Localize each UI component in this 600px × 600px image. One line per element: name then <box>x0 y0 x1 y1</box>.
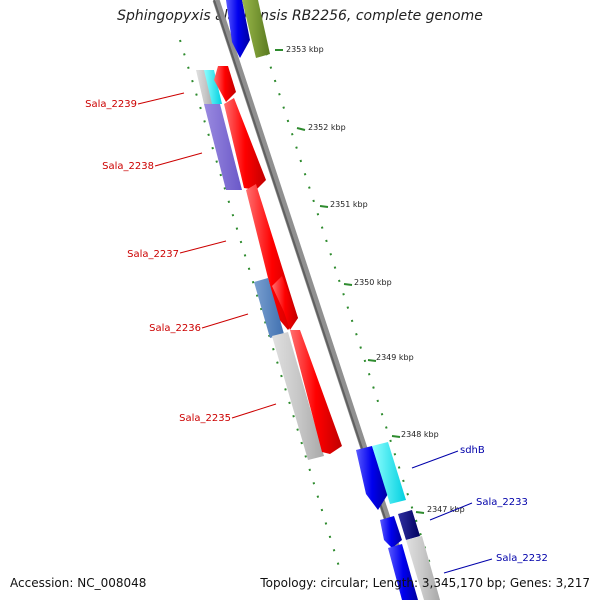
tick-label: 2348 kbp <box>401 430 439 439</box>
tick-mark <box>367 359 377 362</box>
gene-block[interactable] <box>398 510 420 540</box>
gene-label[interactable]: Sala_2237 <box>127 249 179 260</box>
leader-line <box>411 450 459 469</box>
gene-label[interactable]: Sala_2239 <box>85 99 137 110</box>
tick-mark <box>391 435 401 438</box>
gene-label[interactable]: Sala_2233 <box>476 497 528 508</box>
tick-label: 2350 kbp <box>354 278 392 287</box>
gene-block[interactable] <box>372 442 406 504</box>
gene-arrow[interactable] <box>272 276 298 330</box>
gene-label[interactable]: Sala_2232 <box>496 553 548 564</box>
gene-arrow[interactable] <box>224 98 266 190</box>
gene-arrow[interactable] <box>380 516 402 548</box>
leader-line <box>154 152 203 167</box>
leader-line <box>201 313 249 329</box>
tick-label: 2349 kbp <box>376 353 414 362</box>
gene-arrow[interactable] <box>290 330 342 454</box>
gene-arrow[interactable] <box>356 446 388 510</box>
tick-label: 2351 kbp <box>330 200 368 209</box>
topology-text: Topology: circular; Length: 3,345,170 bp… <box>260 576 590 590</box>
leader-line <box>179 240 227 254</box>
backbone <box>212 0 418 600</box>
label-leaders <box>137 92 493 574</box>
tick-label: 2347 kbp <box>427 505 465 514</box>
tick-mark <box>415 511 425 514</box>
tick-mark <box>319 205 329 208</box>
tick-marks <box>275 49 425 514</box>
map-title: Sphingopyxis alaskensis RB2256, complete… <box>117 8 483 24</box>
gene-block[interactable] <box>196 70 214 104</box>
leader-line <box>429 502 473 521</box>
tick-mark <box>343 283 353 286</box>
gene-block[interactable] <box>204 70 222 104</box>
gene-label[interactable]: Sala_2238 <box>102 161 154 172</box>
gene-block[interactable] <box>242 0 270 58</box>
gene-block[interactable] <box>272 332 324 460</box>
outer-dotted-guide <box>261 39 433 571</box>
gene-arrow[interactable] <box>214 66 236 102</box>
tick-label: 2353 kbp <box>286 45 324 54</box>
tick-label: 2352 kbp <box>308 123 346 132</box>
gene-arrow[interactable] <box>388 544 418 600</box>
gene-arrow[interactable] <box>226 0 250 58</box>
leader-line <box>137 92 185 105</box>
leader-line <box>231 403 277 419</box>
gene-block[interactable] <box>406 536 440 600</box>
gene-label[interactable]: Sala_2236 <box>149 323 201 334</box>
tick-mark <box>296 127 306 131</box>
gene-block[interactable] <box>254 278 284 338</box>
gene-label[interactable]: sdhB <box>460 445 485 456</box>
gene-label[interactable]: Sala_2235 <box>179 413 231 424</box>
accession-text: Accession: NC_008048 <box>10 576 147 590</box>
leader-line <box>443 558 493 574</box>
gene-block[interactable] <box>204 104 242 190</box>
